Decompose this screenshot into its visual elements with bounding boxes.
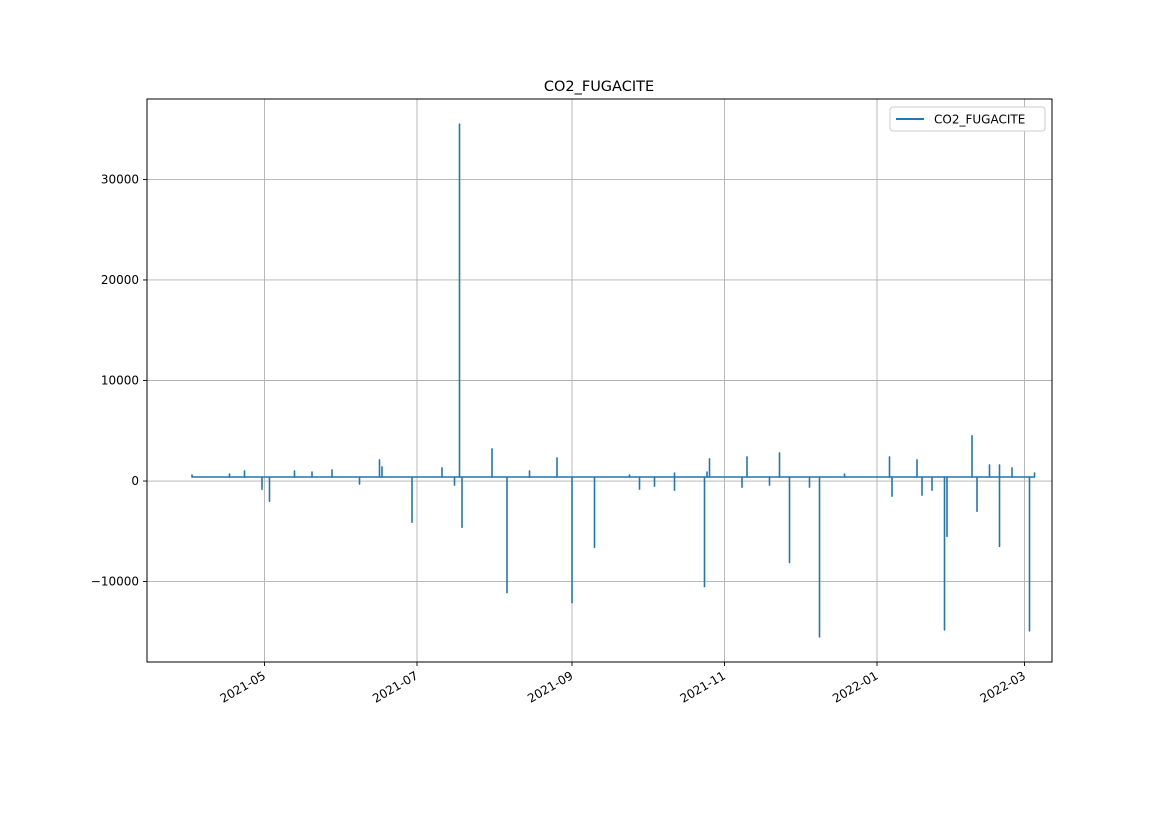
grid-layer (147, 99, 1052, 662)
chart-title: CO2_FUGACITE (544, 79, 654, 95)
legend: CO2_FUGACITE (889, 106, 1046, 132)
y-tick-label: 30000 (101, 172, 139, 186)
legend-box (889, 106, 1046, 132)
y-tick-label: −10000 (91, 575, 139, 589)
y-tick-label: 10000 (101, 374, 139, 388)
y-axis: −10000 0 10000 20000 30000 (91, 172, 147, 589)
series-layer (191, 123, 1036, 638)
y-tick-label: 0 (131, 474, 139, 488)
y-tick-label: 20000 (101, 273, 139, 287)
legend-label: CO2_FUGACITE (934, 113, 1025, 127)
